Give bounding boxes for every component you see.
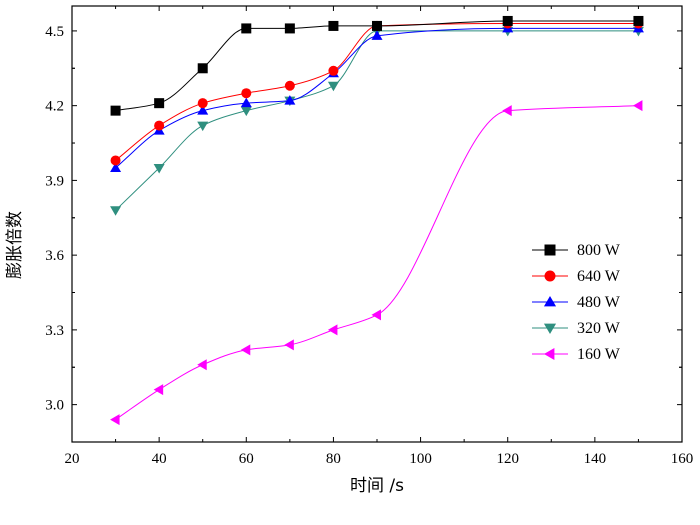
data-point [328, 20, 339, 31]
series-640w [110, 18, 644, 166]
data-point [153, 163, 165, 174]
data-point [372, 20, 382, 31]
data-point [371, 309, 381, 321]
data-point [284, 339, 294, 351]
y-tick-label: 4.2 [45, 99, 64, 115]
legend-item: 160 W [532, 346, 621, 363]
data-point [110, 155, 121, 166]
x-tick-label: 140 [584, 451, 607, 467]
data-point [241, 23, 252, 34]
data-point [110, 206, 122, 216]
legend-marker [543, 295, 557, 307]
x-tick-label: 40 [152, 451, 167, 467]
y-tick-label: 3.9 [45, 173, 64, 189]
data-point [284, 23, 295, 34]
legend-label: 640 W [577, 268, 621, 285]
data-point [154, 120, 165, 131]
data-point [284, 80, 295, 91]
legend-marker [544, 244, 556, 256]
x-tick-label: 120 [496, 451, 519, 467]
data-point [371, 30, 383, 40]
legend-label: 800 W [577, 242, 621, 259]
series-line [115, 22, 639, 161]
data-point [241, 88, 252, 99]
legend-label: 160 W [577, 346, 621, 363]
data-point [240, 344, 251, 356]
x-tick-label: 100 [409, 451, 432, 467]
y-tick-label: 3.6 [45, 248, 64, 264]
x-tick-label: 160 [671, 451, 694, 467]
data-point [197, 121, 209, 132]
x-tick-label: 20 [65, 451, 80, 467]
data-point [633, 15, 644, 26]
data-point [197, 98, 208, 109]
y-tick-label: 4.5 [45, 24, 64, 40]
legend-item: 480 W [532, 294, 621, 311]
series-line [115, 30, 639, 211]
legend-label: 320 W [577, 320, 621, 337]
legend-label: 480 W [577, 294, 621, 311]
legend-item: 800 W [532, 242, 621, 259]
x-tick-label: 60 [239, 451, 254, 467]
series-480w [110, 22, 644, 172]
legend-marker [544, 270, 556, 282]
y-axis-label: 膨胀倍数 [5, 211, 25, 279]
series-800w [110, 15, 644, 116]
data-point [284, 95, 296, 105]
data-point [197, 63, 208, 74]
data-point [328, 65, 339, 76]
series-320w [110, 26, 644, 216]
legend-marker [543, 323, 557, 335]
data-point [110, 162, 122, 172]
data-point [327, 81, 339, 92]
legend: 800 W 640 W 480 W 320 W 160 W [532, 242, 621, 363]
data-point [197, 105, 209, 115]
x-axis-label: 时间 /s [350, 476, 404, 496]
data-point [240, 97, 252, 108]
y-tick-label: 3.0 [45, 398, 64, 414]
legend-item: 320 W [532, 320, 621, 337]
data-point [327, 324, 338, 336]
y-tick-label: 3.3 [45, 323, 64, 339]
series-line [115, 27, 639, 169]
series-layer [110, 15, 644, 426]
series-160w [110, 100, 643, 426]
legend-item: 640 W [532, 268, 621, 285]
series-line [115, 105, 639, 420]
data-point [197, 359, 207, 371]
x-tick-label: 80 [326, 451, 341, 467]
ticks-layer: 20 40 60 80 100 120 140 160 3.0 3.3 3.6 3.9 4.2 4.5 [45, 6, 693, 467]
data-point [153, 384, 164, 396]
data-point [502, 15, 513, 26]
data-point [154, 98, 165, 109]
data-point [632, 100, 643, 112]
data-point [240, 106, 252, 117]
plot-frame [71, 5, 683, 443]
data-point [502, 105, 512, 117]
legend-marker [543, 347, 555, 361]
data-point [110, 414, 120, 426]
data-point [110, 105, 121, 116]
